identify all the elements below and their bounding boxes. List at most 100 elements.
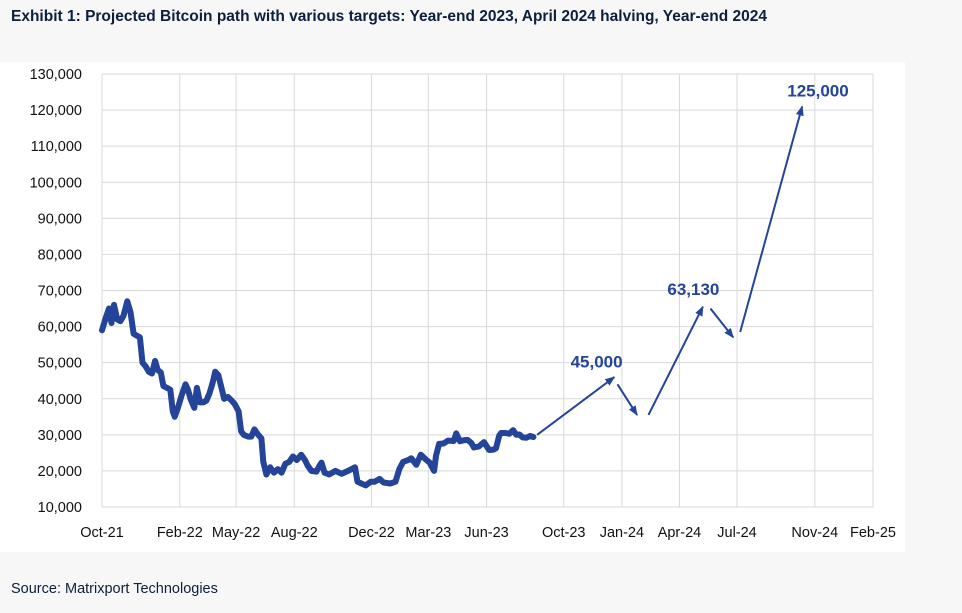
price-point bbox=[219, 385, 224, 391]
price-point bbox=[471, 445, 477, 450]
projection-arrow bbox=[536, 376, 616, 436]
price-point bbox=[503, 430, 508, 436]
price-point bbox=[212, 369, 218, 375]
price-point bbox=[124, 298, 130, 304]
price-point bbox=[506, 431, 512, 437]
price-point bbox=[267, 464, 273, 470]
price-point bbox=[290, 454, 296, 459]
price-point bbox=[188, 396, 193, 402]
y-tick-label: 20,000 bbox=[38, 464, 82, 480]
x-tick-label: Jul-24 bbox=[717, 525, 757, 541]
price-point bbox=[433, 453, 439, 459]
price-point bbox=[393, 479, 398, 485]
chart-title: Exhibit 1: Projected Bitcoin path with v… bbox=[11, 8, 768, 25]
x-tick-label: May-22 bbox=[212, 525, 260, 541]
x-tick-label: Apr-24 bbox=[658, 525, 702, 541]
y-tick-label: 50,000 bbox=[38, 356, 82, 372]
price-point bbox=[358, 481, 364, 486]
price-point bbox=[413, 462, 419, 468]
x-tick-label: Nov-24 bbox=[791, 525, 838, 541]
price-point bbox=[143, 363, 149, 369]
price-point bbox=[453, 430, 459, 436]
price-point bbox=[313, 469, 319, 475]
price-point bbox=[271, 470, 277, 476]
projection-arrows bbox=[536, 105, 804, 436]
price-point bbox=[236, 408, 242, 414]
y-tick-label: 90,000 bbox=[38, 211, 82, 227]
price-point bbox=[263, 472, 269, 477]
price-point bbox=[158, 369, 164, 375]
price-point bbox=[339, 471, 345, 477]
price-point bbox=[294, 457, 300, 463]
price-point bbox=[258, 435, 264, 441]
price-point bbox=[185, 387, 191, 393]
price-point bbox=[248, 434, 254, 440]
x-tick-label: Mar-23 bbox=[405, 525, 451, 541]
price-point bbox=[215, 372, 221, 378]
price-point bbox=[170, 408, 176, 414]
price-point bbox=[476, 443, 482, 449]
price-point bbox=[332, 468, 338, 474]
y-tick-label: 110,000 bbox=[31, 139, 82, 155]
price-point bbox=[251, 426, 257, 432]
y-tick-label: 80,000 bbox=[38, 247, 82, 263]
y-tick-label: 40,000 bbox=[38, 392, 82, 408]
price-point bbox=[520, 434, 526, 440]
price-point bbox=[400, 459, 406, 465]
price-point bbox=[468, 440, 474, 446]
price-point bbox=[345, 468, 351, 474]
price-point bbox=[260, 459, 266, 465]
price-point bbox=[117, 318, 123, 324]
price-point bbox=[387, 481, 393, 486]
price-point bbox=[172, 414, 178, 420]
price-point bbox=[191, 405, 197, 411]
price-point bbox=[319, 460, 324, 466]
price-point bbox=[326, 472, 332, 477]
price-point bbox=[225, 394, 231, 400]
price-point bbox=[441, 441, 446, 446]
price-point bbox=[99, 327, 105, 333]
price-point bbox=[221, 396, 227, 402]
y-tick-label: 30,000 bbox=[38, 428, 82, 444]
price-point bbox=[423, 456, 429, 462]
price-point bbox=[111, 302, 117, 308]
price-point bbox=[121, 313, 126, 319]
price-point bbox=[372, 479, 378, 485]
x-tick-label: Oct-21 bbox=[80, 525, 124, 541]
price-point bbox=[128, 309, 133, 315]
series bbox=[99, 298, 537, 489]
x-tick-label: Aug-22 bbox=[271, 525, 318, 541]
price-point bbox=[229, 398, 235, 404]
bitcoin-price-line bbox=[99, 298, 537, 489]
price-point bbox=[179, 392, 185, 398]
price-point bbox=[368, 479, 374, 485]
price-point bbox=[203, 398, 209, 404]
price-point bbox=[298, 452, 304, 458]
price-point bbox=[241, 432, 247, 438]
price-point bbox=[282, 461, 288, 467]
price-point bbox=[355, 479, 360, 485]
axes: 10,000 20,000 30,000 40,000 50,000 60,000 70,0… bbox=[30, 67, 896, 541]
price-point bbox=[286, 459, 292, 465]
price-point bbox=[498, 430, 504, 436]
price-point bbox=[408, 455, 414, 461]
price-point bbox=[322, 470, 328, 476]
price-point bbox=[523, 435, 529, 441]
price-point bbox=[436, 441, 442, 447]
price-point bbox=[381, 480, 386, 485]
price-point bbox=[238, 428, 244, 434]
price-point bbox=[302, 457, 308, 463]
projection-arrow bbox=[647, 305, 704, 416]
source-note: Source: Matrixport Technologies bbox=[11, 581, 218, 597]
projection-arrow bbox=[739, 105, 804, 333]
price-point bbox=[451, 438, 457, 444]
price-point bbox=[431, 468, 437, 474]
chart-panel bbox=[0, 62, 905, 552]
y-tick-label: 60,000 bbox=[38, 320, 82, 336]
price-point bbox=[377, 476, 383, 482]
price-point bbox=[418, 452, 424, 458]
projection-arrow bbox=[709, 307, 735, 339]
x-tick-label: Jun-23 bbox=[464, 525, 508, 541]
price-point bbox=[493, 445, 499, 451]
